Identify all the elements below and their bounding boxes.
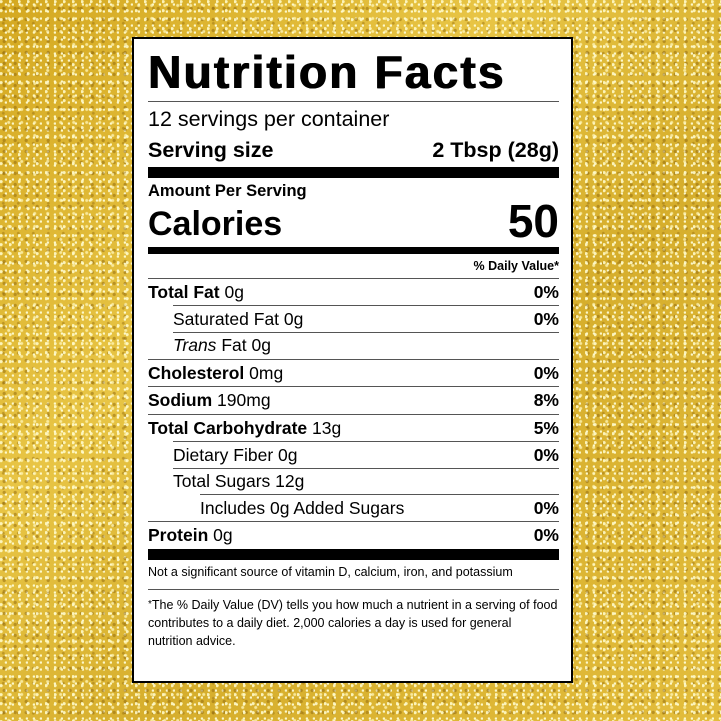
nutrient-row-protein: Protein 0g 0% bbox=[148, 521, 559, 549]
nutrient-name-italic: Trans bbox=[173, 335, 217, 356]
nutrient-amount: 0g bbox=[224, 281, 244, 302]
nutrient-dv: 0% bbox=[533, 362, 559, 383]
nutrient-name: Saturated Fat bbox=[173, 308, 280, 329]
nutrient-row-trans-fat: Trans Fat 0g bbox=[148, 331, 559, 359]
daily-value-footnote: *The % Daily Value (DV) tells you how mu… bbox=[148, 590, 559, 650]
nutrient-amount: 0g bbox=[283, 308, 304, 329]
nutrient-dv: 0% bbox=[533, 525, 559, 546]
nutrient-name: Sodium bbox=[148, 390, 213, 411]
calories-row: Calories 50 bbox=[148, 195, 559, 247]
nutrient-dv: 5% bbox=[533, 417, 559, 438]
nutrient-amount: 0g bbox=[278, 444, 298, 465]
nutrient-row-cholesterol: Cholesterol 0mg 0% bbox=[148, 358, 559, 387]
amount-per-serving: Amount Per Serving bbox=[148, 182, 307, 200]
nutrient-name: Includes 0g Added Sugars bbox=[200, 498, 405, 519]
nutrient-amount: 0g bbox=[251, 335, 271, 356]
nutrient-name: Fat bbox=[221, 335, 247, 356]
servings-per-container: 12 servings per container bbox=[148, 107, 390, 131]
divider-thick bbox=[148, 167, 559, 178]
nutrient-row-sodium: Sodium 190mg 8% bbox=[148, 386, 559, 414]
nutrient-dv: 0% bbox=[533, 308, 559, 329]
nutrient-amount: 12g bbox=[275, 471, 305, 492]
divider-thick bbox=[148, 548, 559, 560]
nutrient-dv: 8% bbox=[533, 390, 559, 411]
footnote-star: * bbox=[148, 598, 152, 610]
nutrient-name: Cholesterol bbox=[148, 362, 245, 383]
nutrient-amount: 0mg bbox=[249, 362, 284, 383]
calories-label: Calories bbox=[148, 205, 283, 243]
divider bbox=[148, 101, 559, 102]
divider bbox=[148, 588, 559, 590]
nutrient-row-added-sugars: Includes 0g Added Sugars 0% bbox=[148, 494, 559, 522]
label-title: Nutrition Facts bbox=[148, 46, 506, 98]
nutrient-dv: 0% bbox=[533, 498, 559, 519]
nutrient-name: Dietary Fiber bbox=[173, 444, 274, 465]
nutrient-row-dietary-fiber: Dietary Fiber 0g 0% bbox=[148, 441, 559, 469]
serving-size-row: Serving size 2 Tbsp (28g) bbox=[148, 135, 559, 167]
nutrient-row-saturated-fat: Saturated Fat 0g 0% bbox=[148, 305, 559, 333]
nutrient-dv: 0% bbox=[533, 444, 559, 465]
footnote-text: The % Daily Value (DV) tells you how muc… bbox=[148, 597, 558, 648]
divider-medium bbox=[148, 247, 559, 254]
calories-value: 50 bbox=[507, 195, 559, 247]
serving-size-label: Serving size bbox=[148, 138, 274, 162]
nutrient-row-total-fat: Total Fat 0g 0% bbox=[148, 278, 559, 306]
serving-size-value: 2 Tbsp (28g) bbox=[432, 138, 559, 162]
nutrient-amount: 13g bbox=[312, 417, 342, 438]
nutrient-row-total-sugars: Total Sugars 12g bbox=[148, 467, 559, 495]
nutrient-amount: 190mg bbox=[217, 390, 271, 411]
nutrient-dv: 0% bbox=[533, 281, 559, 302]
nutrient-amount: 0g bbox=[213, 525, 233, 546]
nutrient-row-total-carbohydrate: Total Carbohydrate 13g 5% bbox=[148, 413, 559, 442]
vitamin-note: Not a significant source of vitamin D, c… bbox=[148, 564, 513, 579]
nutrient-name: Total Carbohydrate bbox=[148, 417, 308, 438]
nutrient-name: Total Sugars bbox=[173, 471, 271, 492]
nutrient-name: Protein bbox=[148, 525, 209, 546]
nutrition-facts-label: Nutrition Facts 12 servings per containe… bbox=[132, 37, 573, 683]
nutrient-name: Total Fat bbox=[148, 281, 220, 302]
daily-value-header: % Daily Value* bbox=[473, 259, 559, 273]
